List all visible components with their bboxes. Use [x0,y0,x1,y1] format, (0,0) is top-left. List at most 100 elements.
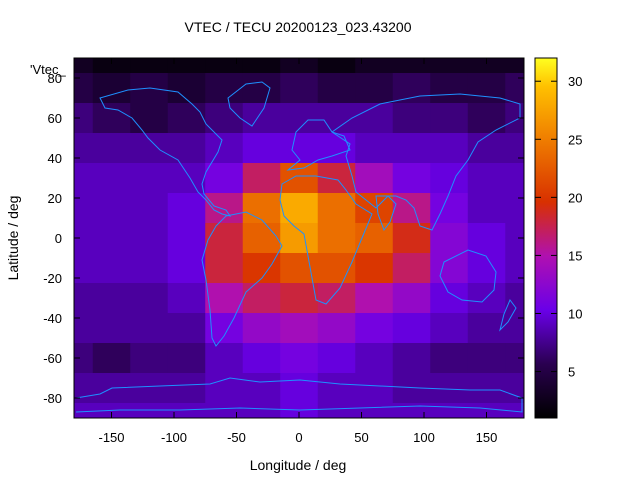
heatmap-cell [74,223,94,254]
heatmap-cell [392,253,431,284]
chart-title: VTEC / TECU 20200123_023.43200 [184,19,411,35]
heatmap-cell [74,133,94,164]
heatmap-cell [505,133,524,164]
y-tick-label: -40 [43,311,62,326]
heatmap-cell [505,73,524,104]
heatmap-cell [92,133,131,164]
heatmap-cell [392,58,431,74]
heatmap-cell [74,163,94,194]
heatmap-cell [205,373,244,404]
coastline-new-zealand [499,299,517,332]
heatmap-cell [167,373,206,404]
heatmap-cell [242,193,281,224]
heatmap-cell [130,313,169,344]
heatmap-cell [280,403,319,418]
coastline-north-america [99,87,232,217]
heatmap-cell [355,103,394,134]
heatmap-cell [92,73,131,104]
heatmap-cell [505,223,524,254]
coastline-greenland [227,81,271,127]
heatmap-cell [130,343,169,374]
heatmap-cell [280,313,319,344]
y-axis: -80 -60 -40 -20 0 20 40 60 80 [43,71,524,406]
heatmap-cell [92,103,131,134]
colorbar-tick-label: 20 [568,190,582,205]
heatmap-cell [167,163,206,194]
heatmap-cell [505,253,524,284]
y-tick-label: -20 [43,271,62,286]
heatmap-cell [280,193,319,224]
heatmap-cell [355,283,394,314]
heatmap-cell [392,223,431,254]
heatmap-cell [242,133,281,164]
heatmap-cell [167,223,206,254]
heatmap-cell [467,103,506,134]
heatmap-cell [205,253,244,284]
heatmap-cell [430,343,469,374]
coastlines [75,81,523,413]
heatmap-cell [280,73,319,104]
heatmap-cell [242,163,281,194]
heatmap-cell [430,73,469,104]
heatmap-cell [505,163,524,194]
colorbar-axis: 5 10 15 20 25 30 [535,74,582,380]
heatmap-cell [205,163,244,194]
y-tick-label: 0 [55,231,62,246]
heatmap-cell [167,253,206,284]
heatmap-cell [392,133,431,164]
heatmap-cell [467,73,506,104]
heatmap-cell [167,58,206,74]
heatmap-cell [205,403,244,418]
heatmap-cell [355,253,394,284]
heatmap-cell [392,313,431,344]
colorbar-tick-label: 5 [568,365,575,380]
heatmap-cell [505,283,524,314]
heatmap-cell [205,103,244,134]
heatmap-cell [167,133,206,164]
heatmap-cell [505,58,524,74]
x-axis-label: Longitude / deg [250,457,347,473]
heatmap-cell [467,58,506,74]
heatmap-cell [505,103,524,134]
heatmap-cell [92,343,131,374]
heatmap-cell [205,283,244,314]
x-tick-label: 150 [476,430,498,445]
heatmap-cell [317,58,356,74]
heatmap-cell [130,223,169,254]
heatmap-cell [130,163,169,194]
y-tick-label: 40 [48,151,62,166]
heatmap-cell [317,283,356,314]
heatmap-cell [430,253,469,284]
heatmap-cell [355,343,394,374]
heatmap-cell [205,223,244,254]
heatmap-cell [467,343,506,374]
heatmap-cell [505,373,524,404]
heatmap-cell [317,373,356,404]
heatmap-cell [317,313,356,344]
heatmap-cell [92,163,131,194]
heatmap-cell [92,283,131,314]
x-tick-label: 100 [413,430,435,445]
heatmap-cell [430,283,469,314]
x-axis: -150 -100 -50 0 50 100 150 [98,58,497,445]
heatmap-cell [467,283,506,314]
heatmap-cell [74,58,94,74]
y-tick-label: 60 [48,111,62,126]
heatmap-cell [467,163,506,194]
heatmap-cell [505,403,524,418]
heatmap-cell [392,163,431,194]
x-tick-label: -100 [161,430,187,445]
heatmap-cell [242,73,281,104]
heatmap-cell [280,373,319,404]
heatmap-cell [467,223,506,254]
colorbar-tick-label: 30 [568,74,582,89]
x-tick-label: -150 [98,430,124,445]
y-tick-label: 20 [48,191,62,206]
heatmap-cell [242,103,281,134]
y-tick-label: 80 [48,71,62,86]
heatmap-cell [317,223,356,254]
heatmap-cell [167,283,206,314]
heatmap-cell [280,283,319,314]
y-axis-label: Latitude / deg [5,196,21,281]
